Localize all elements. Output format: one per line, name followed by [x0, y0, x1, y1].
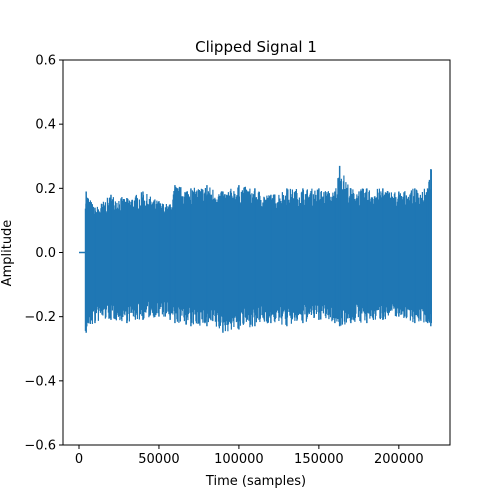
- x-tick-label: 150000: [294, 452, 344, 467]
- y-tick-label: −0.2: [24, 310, 56, 325]
- signal-waveform: [84, 169, 432, 332]
- plot-area: [78, 165, 432, 333]
- x-tick-label: 0: [75, 452, 83, 467]
- y-tick-label: 0.0: [35, 246, 56, 261]
- x-axis: 0 50000 100000 150000 200000: [75, 445, 424, 467]
- y-tick-label: 0.6: [35, 54, 56, 69]
- x-axis-label: Time (samples): [205, 474, 306, 489]
- signal-peaks: [85, 165, 432, 333]
- y-tick-label: −0.6: [24, 439, 56, 454]
- x-tick-label: 50000: [138, 452, 179, 467]
- y-axis-label: Amplitude: [0, 220, 15, 287]
- y-tick-label: 0.4: [35, 118, 56, 133]
- y-axis: −0.6 −0.4 −0.2 0.0 0.2 0.4 0.6: [24, 54, 63, 454]
- chart-title: Clipped Signal 1: [195, 38, 317, 56]
- x-tick-label: 100000: [214, 452, 264, 467]
- x-tick-label: 200000: [374, 452, 424, 467]
- y-tick-label: 0.2: [35, 182, 56, 197]
- y-tick-label: −0.4: [24, 374, 56, 389]
